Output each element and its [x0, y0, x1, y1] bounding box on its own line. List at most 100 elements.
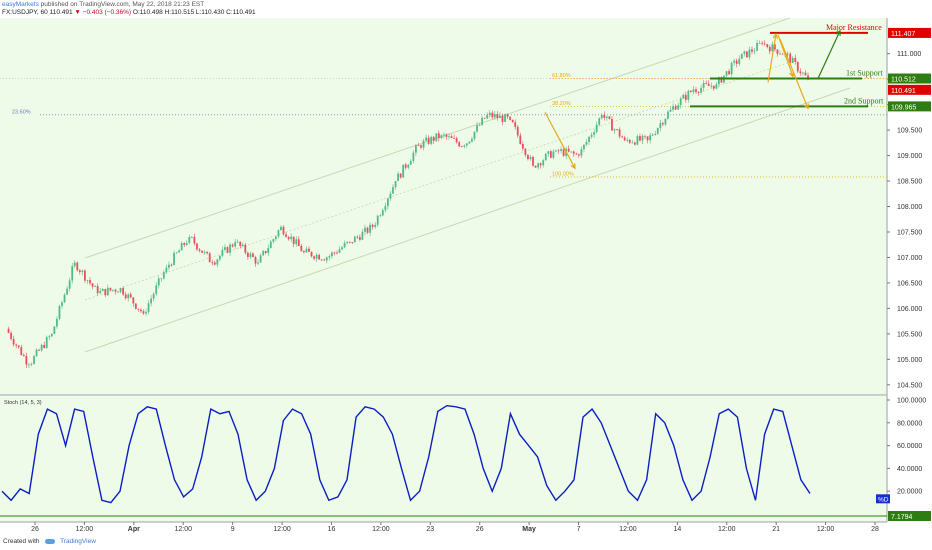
- candle-body: [185, 242, 188, 245]
- candle-body: [218, 255, 221, 260]
- stoch-legend-tag: %D: [878, 496, 889, 503]
- candle-body: [649, 135, 652, 141]
- candle-body: [208, 253, 211, 263]
- candle-body: [577, 154, 580, 156]
- candle-body: [412, 152, 415, 161]
- candle-body: [147, 303, 150, 312]
- candle-body: [45, 337, 48, 348]
- x-axis-label: Apr: [128, 526, 140, 533]
- candle-body: [478, 124, 481, 126]
- candle-body: [465, 143, 468, 146]
- current-price: 110.491: [49, 9, 73, 16]
- candle-body: [206, 251, 209, 254]
- candle-body: [33, 356, 35, 364]
- candle-body: [707, 83, 710, 86]
- candle-body: [641, 135, 644, 141]
- candle-body: [28, 364, 30, 366]
- candle-body: [165, 267, 168, 273]
- candle-body: [168, 264, 170, 268]
- candle-body: [22, 354, 25, 356]
- stoch-d-line: [1, 404, 811, 504]
- candle-body: [402, 164, 405, 178]
- candle-body: [702, 83, 705, 88]
- current-price-marker-box: [888, 84, 931, 95]
- candle-body: [274, 236, 277, 240]
- tradingview-brand[interactable]: TradingView: [60, 538, 96, 545]
- swing-up-arrow-head: [772, 32, 778, 39]
- candle-body: [590, 134, 593, 137]
- x-axis-label: 12:00: [76, 526, 94, 533]
- x-axis-label: 12:00: [273, 526, 291, 533]
- candle-body: [272, 239, 275, 242]
- candle-body: [328, 256, 331, 258]
- candle-body: [216, 259, 219, 265]
- candle-body: [285, 234, 287, 238]
- candle-body: [799, 71, 802, 74]
- candle-body: [679, 98, 682, 106]
- candle-body: [735, 60, 738, 64]
- candle-body: [183, 243, 186, 245]
- publisher-name[interactable]: easyMarkets: [2, 1, 39, 8]
- candle-body: [595, 124, 598, 133]
- candle-body: [598, 118, 601, 125]
- breakout-arrow: [817, 30, 841, 79]
- candle-body: [384, 205, 387, 211]
- candle-body: [600, 114, 603, 119]
- candle-body: [605, 116, 608, 118]
- candle-body: [789, 53, 792, 64]
- candle-body: [618, 129, 621, 137]
- candle-body: [394, 181, 397, 188]
- candle-body: [791, 57, 794, 64]
- candle-body: [91, 283, 94, 287]
- candle-body: [308, 248, 310, 252]
- candle-body: [267, 248, 270, 254]
- candle-body: [435, 133, 438, 141]
- candle-body: [448, 136, 450, 138]
- candle-body: [374, 224, 377, 227]
- candle-body: [774, 44, 776, 50]
- candle-body: [341, 247, 343, 250]
- candle-body: [534, 165, 537, 168]
- candle-body: [10, 332, 12, 340]
- candle-body: [460, 146, 463, 148]
- candle-body: [417, 145, 420, 147]
- candle-body: [537, 163, 540, 168]
- candle-body: [756, 43, 758, 51]
- candle-body: [229, 244, 231, 253]
- candle-body: [684, 94, 687, 100]
- candle-body: [76, 262, 79, 271]
- candle-body: [687, 90, 690, 100]
- x-axis-label: May: [522, 526, 536, 533]
- candle-body: [654, 133, 657, 135]
- candle-body: [407, 164, 410, 168]
- candle-body: [585, 141, 588, 145]
- candle-body: [453, 137, 456, 139]
- candle-body: [122, 288, 125, 295]
- candle-body: [63, 294, 66, 303]
- candle-body: [188, 237, 191, 243]
- candle-body: [506, 114, 509, 117]
- x-axis-label: 12:00: [372, 526, 390, 533]
- price-axis-label: 108.500: [897, 179, 922, 186]
- candle-body: [236, 241, 239, 243]
- candle-body: [379, 215, 382, 217]
- candle-body: [651, 134, 654, 136]
- candle-body: [213, 262, 216, 265]
- candle-body: [282, 226, 285, 235]
- candle-body: [221, 249, 224, 256]
- candle-body: [155, 285, 158, 294]
- candle-body: [56, 318, 58, 327]
- candle-body: [129, 294, 132, 298]
- breakout-arrow-head: [835, 29, 841, 36]
- price-axis-label: 106.500: [897, 280, 922, 287]
- candle-body: [12, 339, 15, 345]
- candle-body: [280, 226, 282, 231]
- candle-body: [542, 160, 545, 166]
- candle-body: [114, 289, 117, 292]
- candle-body: [78, 270, 81, 272]
- candle-body: [509, 116, 512, 120]
- candle-body: [132, 297, 135, 304]
- candle-body: [521, 143, 524, 149]
- x-axis-label: 12:00: [718, 526, 736, 533]
- candle-body: [117, 291, 119, 293]
